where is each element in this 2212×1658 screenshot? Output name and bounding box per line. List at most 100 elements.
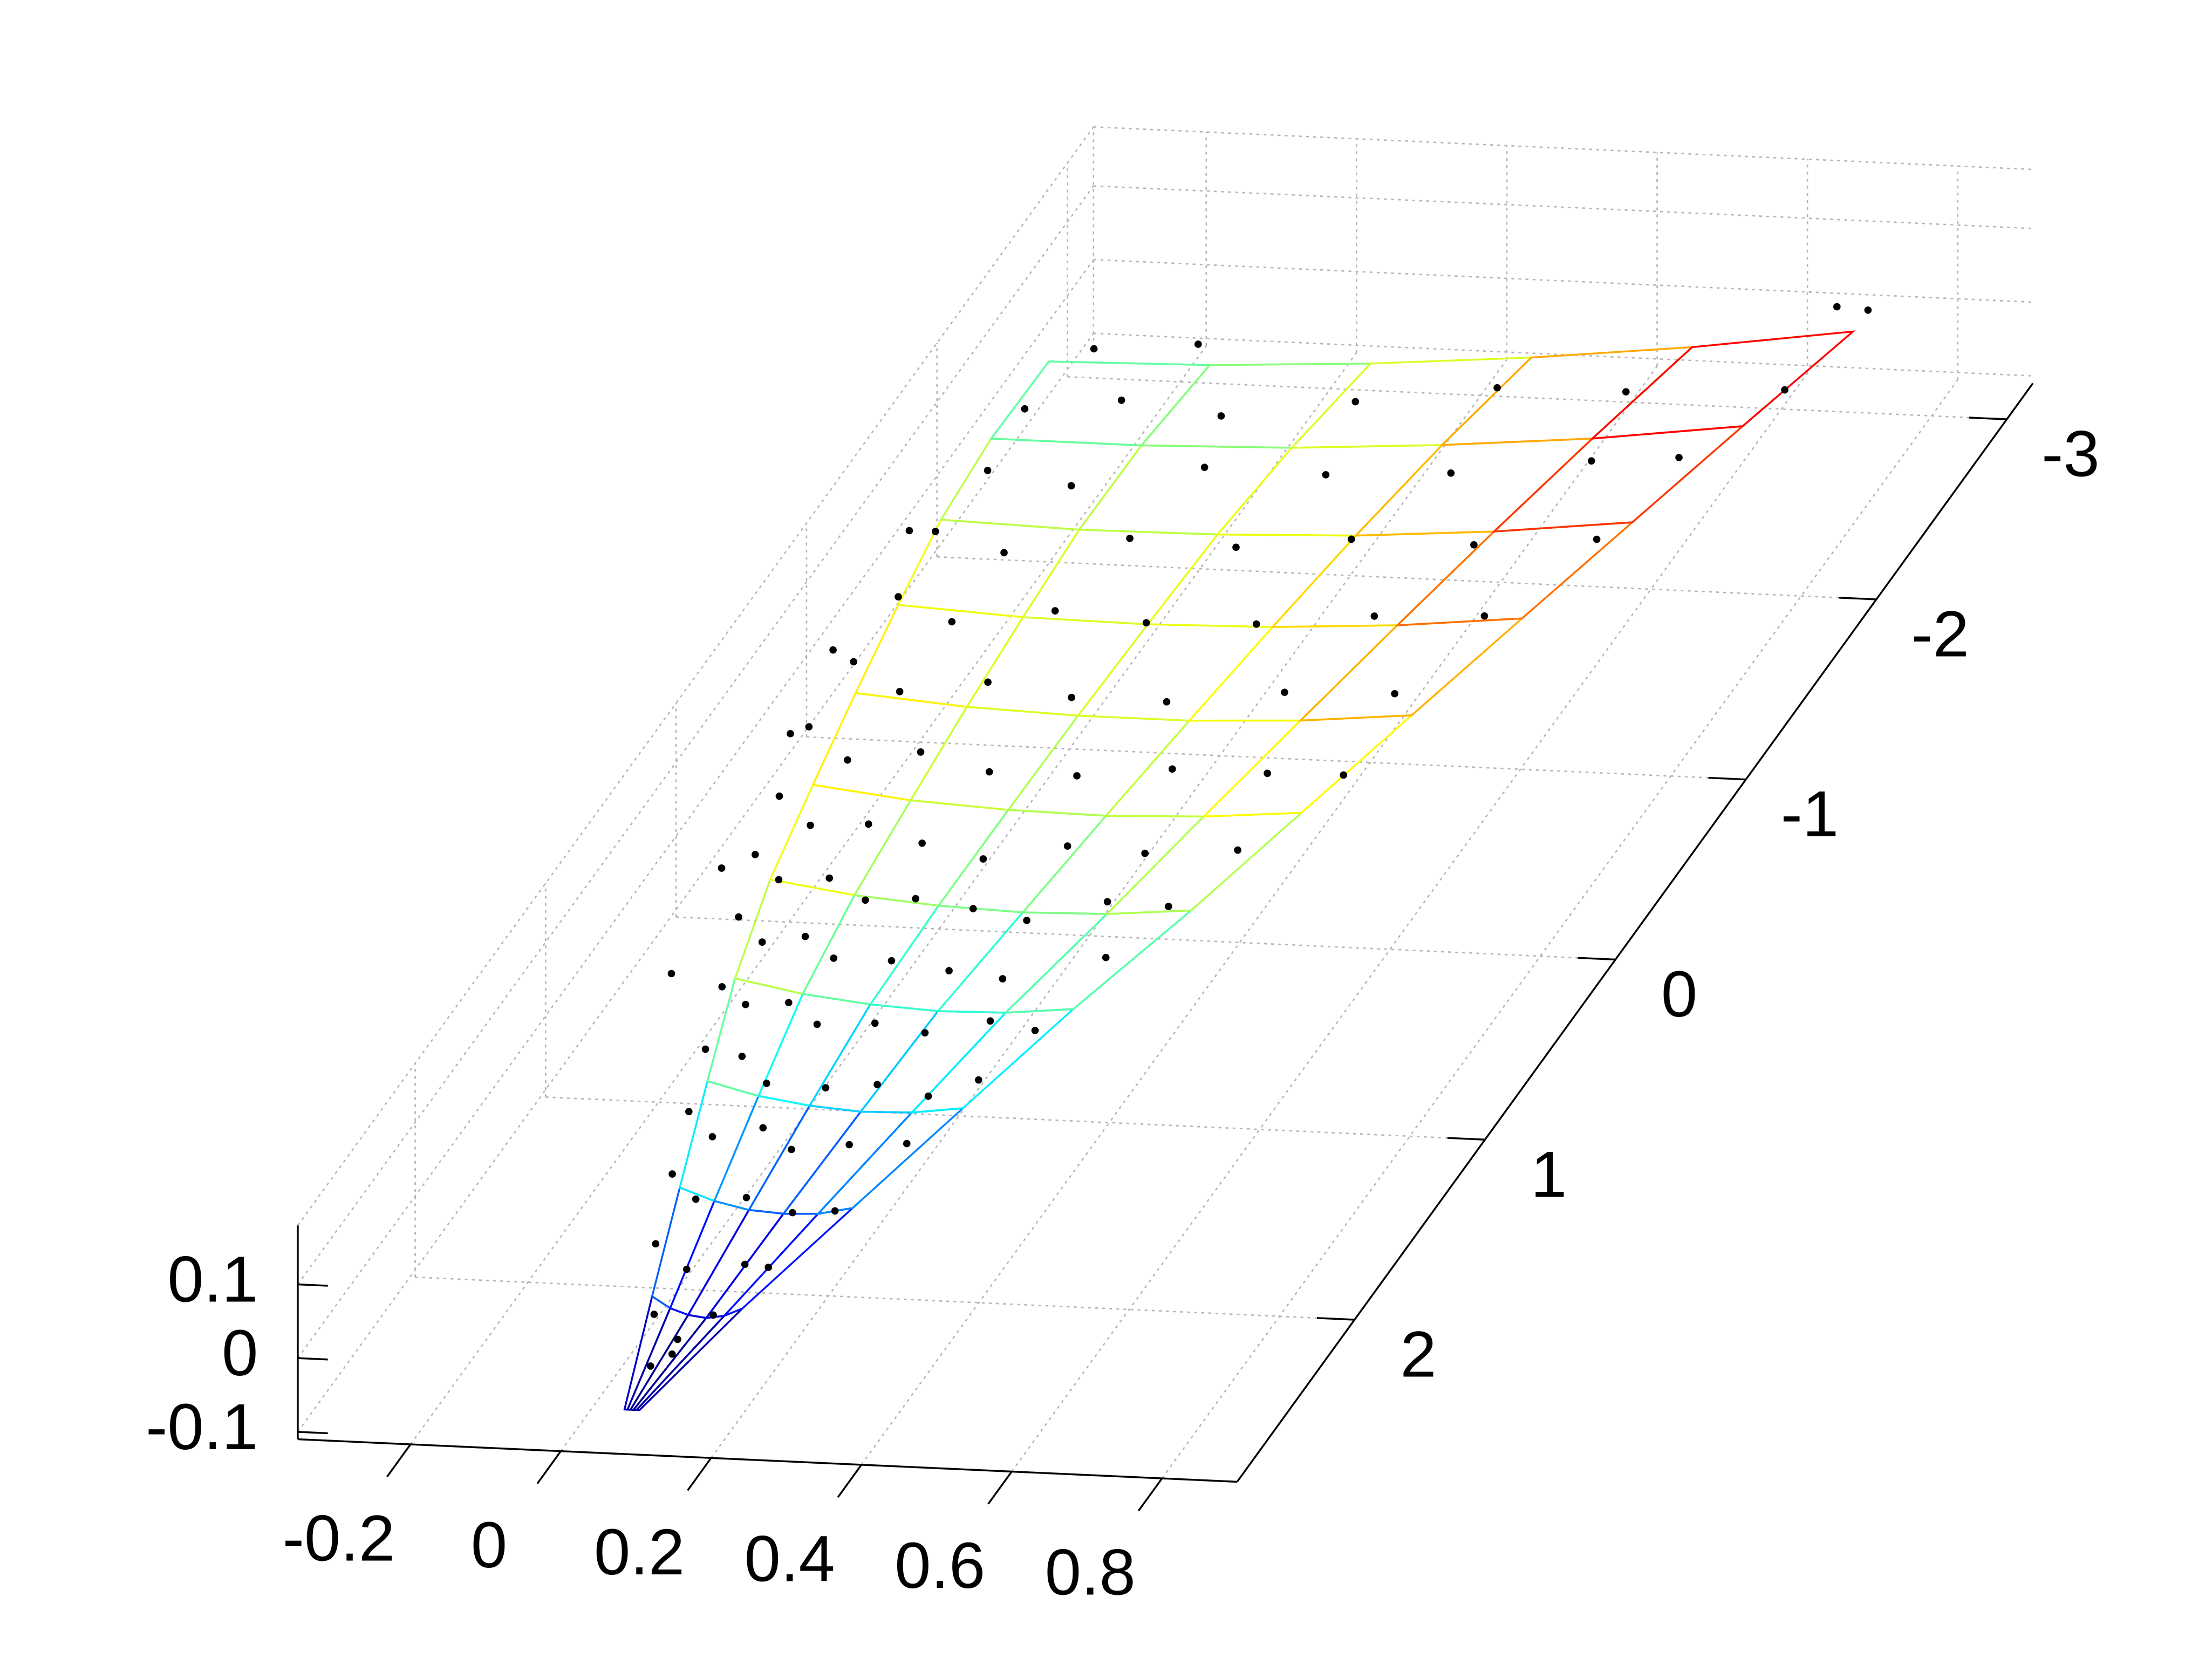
scatter-point: [1264, 769, 1271, 777]
scatter-point: [1063, 842, 1071, 850]
surface-cell: [815, 1107, 966, 1216]
surface-cell: [757, 993, 872, 1107]
scatter-point: [701, 1045, 709, 1053]
scatter-point: [742, 1193, 750, 1202]
surface-cell: [1289, 356, 1534, 449]
x-tick: [1137, 1478, 1163, 1512]
surface-cell: [1589, 330, 1856, 440]
y-tick-label: -2: [1911, 597, 1969, 670]
y-tick: [1708, 776, 1746, 781]
scatter-point: [1067, 482, 1075, 490]
scatter-point: [1023, 917, 1030, 924]
grid-edge: [1093, 126, 2033, 170]
scatter-point: [1051, 607, 1059, 615]
scatter-point: [1833, 303, 1841, 311]
surface-cell: [1006, 714, 1191, 817]
scatter-point: [709, 1311, 717, 1319]
scatter-point: [685, 1108, 693, 1116]
surface-cell: [897, 518, 1081, 618]
surface-cell: [1270, 530, 1497, 628]
surface-cell: [769, 783, 912, 897]
surface-cell: [1104, 811, 1304, 915]
grid-line: [409, 345, 1207, 1445]
grid-line: [806, 736, 1746, 780]
scatter-point: [1169, 765, 1176, 773]
scatter-point: [864, 820, 872, 828]
scatter-point: [718, 864, 726, 872]
scatter-point: [1252, 620, 1260, 628]
scatter-point: [735, 913, 742, 921]
scatter-point: [825, 874, 834, 882]
scatter-point: [801, 932, 809, 940]
scatter-point: [850, 658, 858, 666]
scatter-point: [1141, 849, 1149, 857]
surface-cell: [858, 1010, 1008, 1114]
scatter-point: [692, 1195, 700, 1203]
scatter-point: [674, 1335, 681, 1343]
surface-cell: [1145, 533, 1358, 628]
scatter-point: [784, 999, 793, 1007]
scatter-point: [1281, 688, 1288, 697]
surface-cell: [678, 1080, 760, 1203]
scatter-point: [807, 821, 814, 829]
scatter-point: [668, 1350, 676, 1358]
scatter-point: [742, 1000, 749, 1008]
scatter-point: [905, 527, 913, 535]
scatter-point: [1021, 405, 1029, 413]
scatter-point: [787, 729, 794, 738]
x-tick-label: 0.8: [1045, 1536, 1136, 1609]
x-tick-label: 0.2: [594, 1516, 685, 1588]
x-axis: [297, 1438, 1238, 1483]
scatter-point: [764, 1264, 773, 1271]
surface-cell: [1187, 624, 1400, 722]
scatter-point: [1447, 469, 1455, 477]
scatter-point: [789, 1209, 796, 1217]
scatter-point: [1347, 535, 1355, 543]
scatter-point: [921, 1029, 929, 1037]
x-tick: [536, 1450, 562, 1484]
grid-line: [1161, 379, 1958, 1479]
surface-cell: [937, 809, 1108, 913]
surface-cell: [1076, 623, 1275, 722]
surface-cell: [965, 616, 1150, 717]
scatter-point: [1126, 534, 1134, 542]
surface-cell: [909, 1008, 1076, 1114]
scatter-point: [1587, 457, 1595, 465]
surface-cell: [939, 438, 1143, 531]
y-tick-label: 1: [1531, 1138, 1567, 1211]
surface-cell: [909, 706, 1080, 811]
scatter-point: [887, 957, 896, 965]
scatter-point: [1165, 903, 1172, 910]
scatter-point: [1864, 306, 1872, 314]
scatter-point: [829, 646, 837, 654]
scatter-point: [751, 851, 759, 858]
scatter-point: [1142, 619, 1150, 627]
scatter-point: [917, 748, 925, 756]
z-tick: [297, 1283, 328, 1287]
scatter-point: [759, 1124, 767, 1132]
scatter-point: [1031, 1027, 1039, 1034]
scatter-point: [1781, 386, 1788, 394]
x-tick-label: -0.2: [283, 1502, 395, 1575]
scatter-point: [762, 1080, 770, 1087]
scatter-point: [668, 1170, 676, 1178]
surface-cell: [1077, 444, 1294, 536]
grid-edge: [297, 126, 1094, 1226]
scatter-point: [738, 1052, 746, 1060]
y-axis: [1236, 383, 2034, 1483]
scatter-point: [1391, 690, 1398, 698]
scatter-point: [918, 839, 926, 847]
y-tick: [1316, 1317, 1355, 1321]
surface-cell: [1353, 437, 1595, 537]
grid-line: [297, 185, 1094, 1285]
grid-line: [297, 333, 1094, 1432]
scatter-point: [1103, 898, 1111, 906]
y-tick-label: -3: [2042, 418, 2099, 490]
scatter-point: [647, 1362, 654, 1370]
scatter-point: [985, 768, 993, 776]
surface-cell: [781, 1110, 914, 1215]
scatter-point: [1370, 612, 1378, 620]
z-tick-label: 0: [222, 1316, 258, 1389]
scatter-point: [788, 1145, 795, 1154]
